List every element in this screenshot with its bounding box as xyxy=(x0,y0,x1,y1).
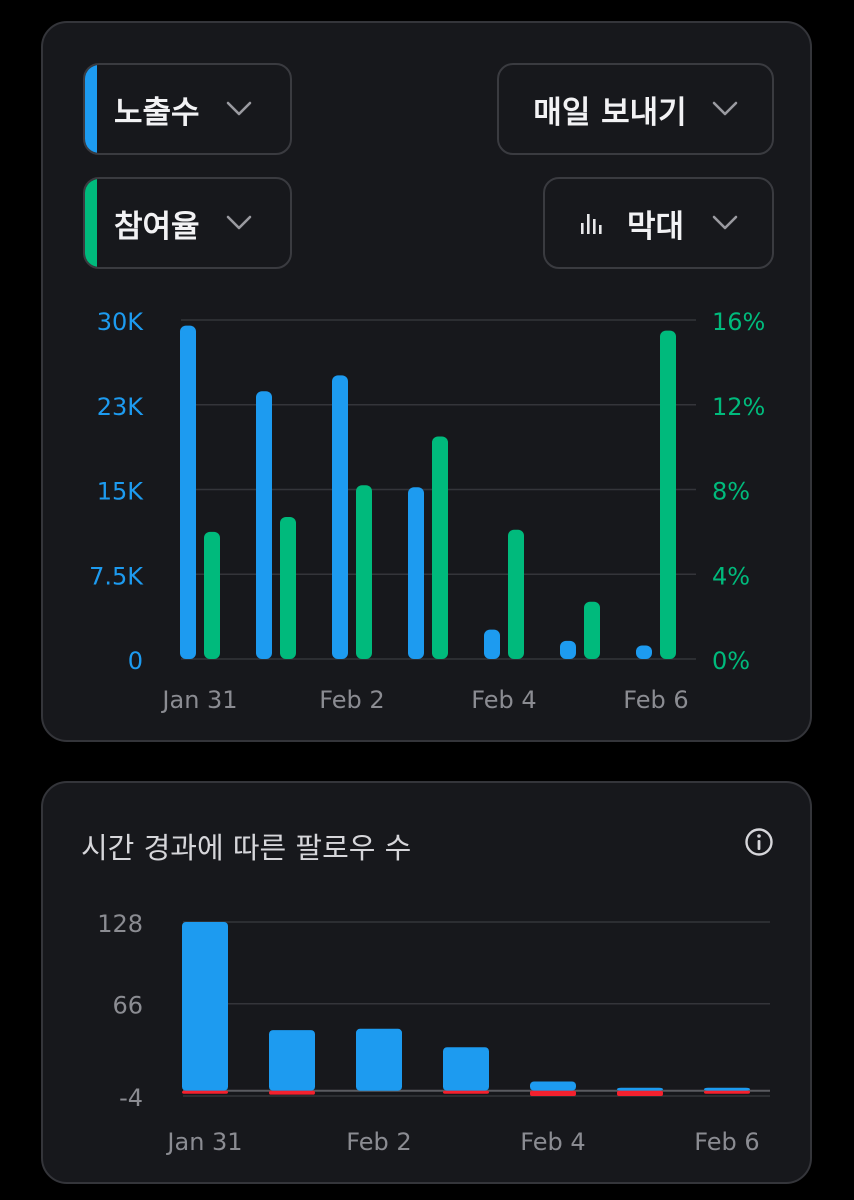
bar-follows xyxy=(443,1047,489,1091)
bar-follows xyxy=(617,1087,663,1091)
metric1-label: 노출수 xyxy=(114,94,200,131)
bar-engagement xyxy=(204,531,220,659)
bar-engagement xyxy=(660,330,676,659)
bar-follows xyxy=(269,1030,315,1091)
chevron-down-icon xyxy=(226,101,252,117)
bar-engagement xyxy=(280,517,296,659)
bar-unfollows xyxy=(530,1090,576,1096)
metric2-color-indicator xyxy=(85,179,97,267)
y-tick-label: 66 xyxy=(112,992,143,1020)
bar-unfollows xyxy=(182,1090,228,1094)
bar-impressions xyxy=(484,629,500,659)
metric1-dropdown[interactable]: 노출수 xyxy=(83,63,292,155)
bar-follows xyxy=(704,1087,750,1091)
bar-chart-icon xyxy=(579,210,605,236)
bar-unfollows xyxy=(443,1090,489,1094)
chevron-down-icon xyxy=(712,101,738,117)
x-tick-label: Feb 2 xyxy=(346,1128,411,1156)
bar-unfollows xyxy=(269,1090,315,1095)
chevron-down-icon xyxy=(226,215,252,231)
bar-impressions xyxy=(560,640,576,659)
frequency-dropdown[interactable]: 매일 보내기 xyxy=(497,63,774,155)
followers-chart: -4 66 128 Jan 31 Feb 2 Feb 4 Feb 6 xyxy=(97,910,770,1156)
impressions-engagement-card: 노출수 참여율 매일 보내기 막대 0 0% 7.5K 4% 1 xyxy=(41,21,812,742)
y-tick-label: -4 xyxy=(119,1084,143,1112)
bar-impressions xyxy=(256,391,272,659)
followers-card: 시간 경과에 따른 팔로우 수 -4 66 128 Jan 31 Feb 2 Feb 4 F… xyxy=(41,781,812,1184)
y-left-tick-label: 7.5K xyxy=(89,562,144,590)
bar-impressions xyxy=(636,645,652,659)
y-left-tick-label: 30K xyxy=(97,308,145,336)
x-tick-label: Feb 2 xyxy=(319,686,384,714)
y-left-tick-label: 0 xyxy=(128,647,143,675)
bar-engagement xyxy=(432,436,448,659)
metric1-color-indicator xyxy=(85,65,97,153)
bar-impressions xyxy=(332,375,348,659)
chart-type-dropdown[interactable]: 막대 xyxy=(543,177,774,269)
followers-chart-title: 시간 경과에 따른 팔로우 수 xyxy=(81,831,412,865)
y-right-tick-label: 16% xyxy=(712,308,765,336)
y-left-tick-label: 23K xyxy=(97,393,145,421)
bar-follows xyxy=(356,1028,402,1091)
bar-unfollows xyxy=(704,1090,750,1094)
info-icon[interactable] xyxy=(743,826,775,858)
x-tick-label: Feb 4 xyxy=(471,686,536,714)
bar-engagement xyxy=(584,601,600,659)
y-right-tick-label: 8% xyxy=(712,478,750,506)
bar-engagement xyxy=(508,529,524,659)
chevron-down-icon xyxy=(712,215,738,231)
x-tick-label: Feb 6 xyxy=(694,1128,759,1156)
frequency-label: 매일 보내기 xyxy=(533,94,687,131)
impressions-engagement-chart: 0 0% 7.5K 4% 15K 8% 23K 12% 30K 16% Jan 31 Feb 2 Feb… xyxy=(89,308,765,714)
x-tick-label: Feb 6 xyxy=(623,686,688,714)
y-right-tick-label: 0% xyxy=(712,647,750,675)
bar-unfollows xyxy=(617,1090,663,1096)
y-right-tick-label: 4% xyxy=(712,562,750,590)
x-tick-label: Feb 4 xyxy=(520,1128,585,1156)
bar-impressions xyxy=(180,325,196,659)
chart-type-label: 막대 xyxy=(626,208,685,245)
y-right-tick-label: 12% xyxy=(712,393,765,421)
metric2-dropdown[interactable]: 참여율 xyxy=(83,177,292,269)
bar-impressions xyxy=(408,487,424,659)
metric2-label: 참여율 xyxy=(114,208,200,245)
bar-follows xyxy=(530,1081,576,1091)
x-tick-label: Jan 31 xyxy=(165,1128,242,1156)
y-left-tick-label: 15K xyxy=(97,478,145,506)
y-tick-label: 128 xyxy=(97,910,143,938)
x-tick-label: Jan 31 xyxy=(160,686,237,714)
bar-follows xyxy=(182,922,228,1091)
bar-engagement xyxy=(356,485,372,659)
